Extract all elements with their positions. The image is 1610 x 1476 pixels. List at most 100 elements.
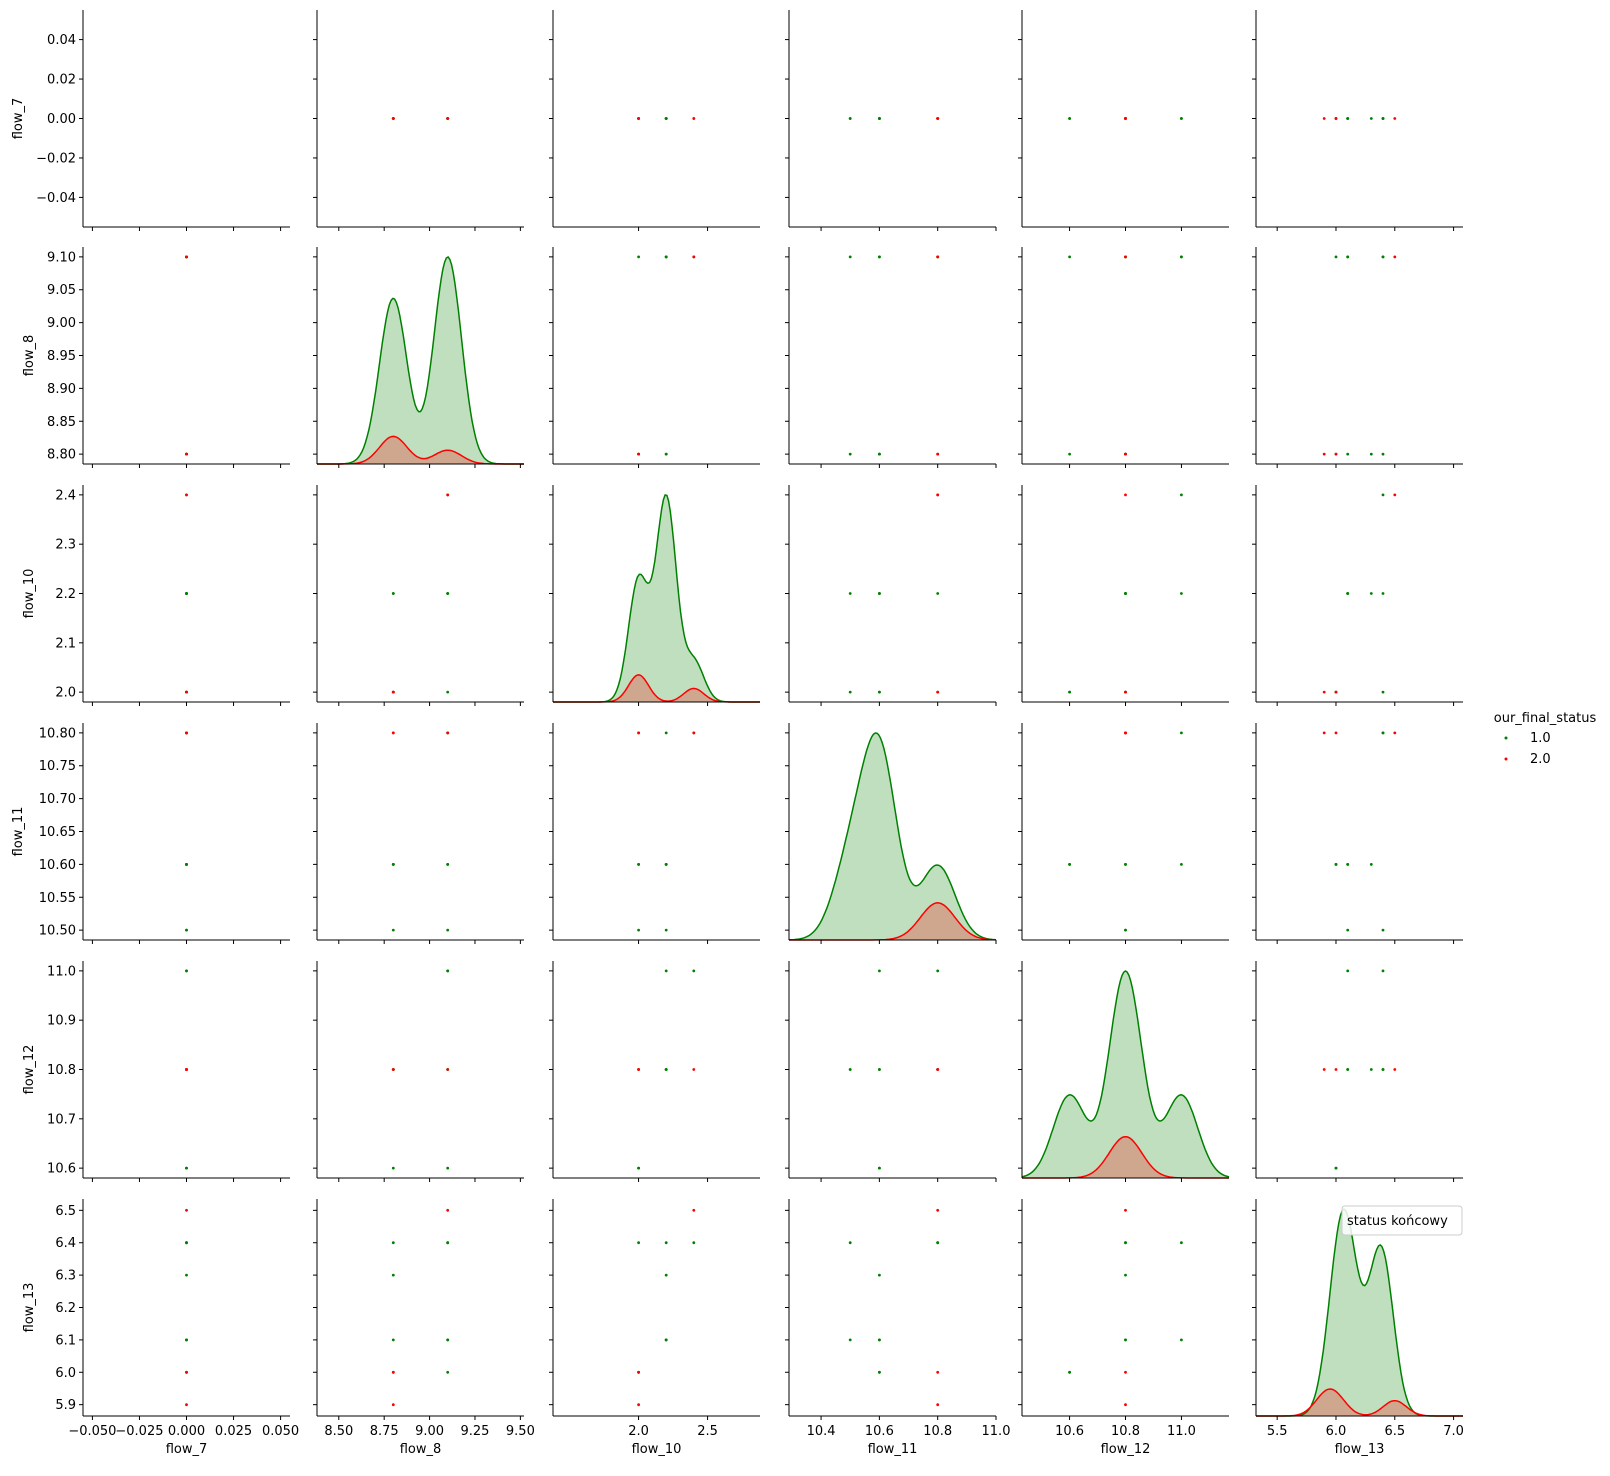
scatter-point — [1124, 117, 1127, 120]
panel-flow_10-vs-flow_11 — [785, 485, 997, 706]
scatter-point — [1334, 731, 1338, 735]
scatter-point — [637, 1166, 640, 1170]
scatter-point — [1381, 255, 1385, 259]
scatter-point — [185, 452, 188, 456]
panel-flow_10-vs-flow_10 — [549, 485, 760, 706]
panel-flow_11-vs-flow_7: 10.50 10.55 10.60 10.65 10.70 10.75 10.80 flow_… — [11, 723, 290, 944]
scatter-point — [878, 1338, 881, 1342]
y-tick-label: 9.00 — [47, 316, 76, 331]
scatter-point — [936, 1403, 940, 1407]
scatter-point — [637, 1068, 640, 1071]
scatter-point — [692, 255, 696, 259]
scatter-point — [1334, 117, 1338, 120]
inset-legend-box — [1341, 1205, 1463, 1236]
panel-flow_10-vs-flow_7: 2.0 2.1 2.2 2.3 2.4 flow_10 — [22, 485, 290, 706]
panel-flow_13-vs-flow_12: 10.6 10.8 11.0 flow_12 — [1018, 1199, 1229, 1457]
scatter-point — [391, 117, 395, 120]
scatter-point — [1346, 452, 1350, 456]
scatter-point — [1124, 592, 1127, 595]
y-tick-label: 8.95 — [47, 349, 76, 364]
scatter-point — [391, 1068, 395, 1071]
legend-entry-label: 1.0 — [1530, 731, 1551, 746]
inset-legend-label: status końcowy — [1347, 1214, 1448, 1229]
scatter-point — [1381, 452, 1385, 456]
scatter-point — [1381, 731, 1385, 735]
scatter-point — [1346, 969, 1350, 973]
scatter-point — [1393, 1068, 1397, 1071]
scatter-point — [1124, 493, 1127, 497]
scatter-point — [1381, 1068, 1385, 1071]
kde-fill-flow_11-1 — [789, 733, 996, 940]
x-tick-label: 2.5 — [697, 1424, 718, 1439]
x-tick-label: 0.000 — [168, 1424, 205, 1439]
scatter-point — [446, 1166, 450, 1170]
scatter-point — [848, 592, 852, 595]
scatter-point — [1381, 117, 1385, 120]
y-tick-label: 10.75 — [39, 759, 76, 774]
panel-flow_8-vs-flow_8 — [313, 247, 524, 468]
scatter-point — [1124, 1403, 1127, 1407]
y-tick-label: 6.0 — [55, 1366, 76, 1381]
scatter-point — [185, 731, 188, 735]
legend-entry-label: 2.0 — [1530, 752, 1551, 767]
legend-title: our_final_status — [1494, 711, 1597, 726]
scatter-point — [446, 592, 450, 595]
y-axis-label: flow_10 — [22, 569, 37, 619]
scatter-point — [1180, 493, 1183, 497]
panel-flow_8-vs-flow_13 — [1252, 247, 1463, 468]
y-tick-label: 10.9 — [47, 1014, 76, 1029]
scatter-point — [664, 731, 668, 735]
scatter-point — [1346, 117, 1350, 120]
y-tick-label: 10.7 — [47, 1112, 76, 1127]
scatter-point — [936, 452, 940, 456]
legend: our_final_status 1.0 2.0 — [1494, 711, 1597, 767]
scatter-point — [1124, 1370, 1127, 1374]
kde-fill-flow_8-1 — [317, 257, 524, 464]
x-tick-label: 6.0 — [1326, 1424, 1347, 1439]
scatter-point — [185, 1208, 188, 1212]
scatter-point — [1334, 1068, 1338, 1071]
legend-marker — [1504, 736, 1508, 740]
panel-flow_10-vs-flow_8 — [313, 485, 524, 706]
scatter-point — [1124, 1241, 1127, 1245]
panel-flow_8-vs-flow_12 — [1018, 247, 1229, 468]
kde-line-flow_11-1 — [788, 732, 997, 941]
scatter-point — [848, 117, 852, 120]
scatter-point — [1124, 690, 1127, 694]
kde-fill-flow_13-1 — [1256, 1209, 1463, 1416]
scatter-point — [637, 731, 640, 735]
panel-flow_7-vs-flow_7: −0.04 −0.02 0.00 0.02 0.04 flow_7 — [11, 10, 290, 231]
scatter-point — [391, 863, 395, 866]
y-tick-label: 2.3 — [55, 538, 76, 553]
x-tick-label: 10.8 — [1111, 1424, 1140, 1439]
x-tick-label: 0.025 — [215, 1424, 252, 1439]
scatter-point — [1334, 690, 1338, 694]
y-tick-label: 0.04 — [47, 33, 76, 48]
scatter-point — [1346, 592, 1350, 595]
scatter-point — [446, 1208, 450, 1212]
scatter-point — [692, 731, 696, 735]
scatter-point — [878, 255, 881, 259]
scatter-point — [848, 1338, 852, 1342]
panel-flow_7-vs-flow_12 — [1018, 10, 1229, 231]
scatter-point — [664, 255, 668, 259]
scatter-point — [1124, 731, 1127, 735]
scatter-point — [446, 1338, 450, 1342]
panel-flow_13-vs-flow_13: 5.5 6.0 6.5 7.0 flow_13 status końcowy — [1252, 1199, 1464, 1457]
y-tick-label: 10.6 — [47, 1162, 76, 1177]
scatter-point — [1180, 731, 1183, 735]
scatter-point — [1124, 863, 1127, 866]
y-tick-label: 2.4 — [55, 488, 76, 503]
y-tick-label: 0.02 — [47, 73, 76, 88]
scatter-point — [664, 928, 668, 932]
panel-flow_8-vs-flow_11 — [785, 247, 997, 468]
scatter-point — [1322, 690, 1326, 694]
y-tick-label: 6.4 — [55, 1236, 76, 1251]
scatter-point — [391, 1241, 395, 1245]
scatter-point — [391, 1166, 395, 1170]
scatter-point — [878, 117, 881, 120]
scatter-point — [446, 690, 450, 694]
x-tick-label: 8.50 — [324, 1424, 353, 1439]
scatter-point — [936, 117, 940, 120]
y-tick-label: 2.2 — [55, 587, 76, 602]
